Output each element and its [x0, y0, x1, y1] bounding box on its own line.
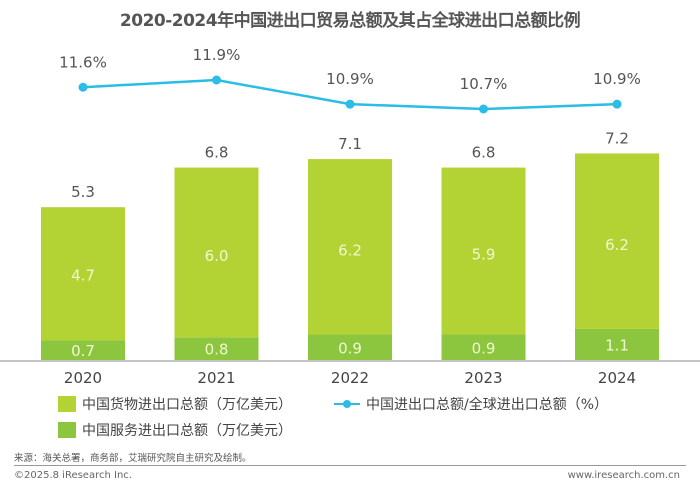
data-label-ratio: 10.9%: [326, 70, 374, 88]
data-label-goods: 5.9: [472, 245, 496, 263]
data-label-services: 0.7: [71, 342, 95, 360]
x-tick-label: 2022: [331, 369, 369, 387]
data-label-total: 5.3: [71, 183, 95, 201]
bar-goods-2024: [575, 153, 659, 329]
legend-line-marker-icon: [334, 398, 360, 410]
legend-item-goods: 中国货物进出口总额（万亿美元）: [58, 394, 292, 414]
bar-goods-2022: [308, 159, 392, 335]
ratio-point-2024: [612, 99, 622, 109]
legend-item-services: 中国服务进出口总额（万亿美元）: [58, 420, 292, 440]
x-tick-label: 2024: [598, 369, 636, 387]
footer-divider: [14, 465, 686, 466]
data-label-ratio: 10.7%: [460, 75, 508, 93]
bar-services-2020: [41, 340, 125, 360]
chart-title: 2020-2024年中国进出口贸易总额及其占全球进出口总额比例: [119, 11, 581, 31]
copyright: ©2025.8 iResearch Inc.: [14, 470, 132, 481]
ratio-point-2022: [345, 99, 355, 109]
data-label-services: 1.1: [605, 336, 629, 354]
legend-label-services: 中国服务进出口总额（万亿美元）: [82, 423, 292, 439]
bar-services-2022: [308, 334, 392, 360]
data-label-ratio: 11.6%: [59, 53, 107, 71]
data-label-total: 7.1: [338, 135, 362, 153]
x-tick-label: 2023: [464, 369, 502, 387]
legend-item-ratio: 中国进出口总额/全球进出口总额（%）: [334, 394, 608, 414]
bar-goods-2020: [41, 207, 125, 341]
data-label-total: 6.8: [205, 144, 229, 162]
data-label-services: 0.8: [205, 341, 229, 359]
data-label-services: 0.9: [472, 339, 496, 357]
x-tick-label: 2021: [197, 369, 235, 387]
bar-goods-2021: [174, 167, 259, 338]
source-note: 来源：海关总署，商务部，艾瑞研究院自主研究及绘制。: [14, 453, 252, 464]
x-tick-label: 2020: [64, 369, 102, 387]
bar-services-2021: [174, 337, 259, 360]
legend-swatch-goods: [58, 396, 76, 412]
data-label-goods: 6.2: [338, 242, 362, 260]
legend-label-ratio: 中国进出口总额/全球进出口总额（%）: [366, 397, 609, 413]
chart-plot: 0.7 4.7 5.3 0.8 6.0 6.8 0.9 6.2 7.1 0.9 5.9 6.8 1.1 6…: [0, 46, 700, 387]
website-link[interactable]: www.iresearch.com.cn: [567, 470, 680, 481]
data-label-goods: 4.7: [71, 266, 95, 284]
legend-label-goods: 中国货物进出口总额（万亿美元）: [82, 397, 292, 413]
bar-services-2023: [441, 334, 526, 360]
data-label-total: 6.8: [472, 144, 496, 162]
data-label-ratio: 11.9%: [193, 46, 241, 64]
data-label-ratio: 10.9%: [593, 70, 641, 88]
legend-swatch-services: [58, 422, 76, 438]
bar-services-2024: [575, 328, 659, 360]
data-label-goods: 6.2: [605, 236, 629, 254]
ratio-point-2021: [212, 75, 221, 85]
data-label-total: 7.2: [605, 129, 629, 147]
bar-goods-2023: [441, 167, 526, 335]
ratio-point-2023: [479, 104, 488, 114]
data-label-goods: 6.0: [205, 247, 229, 265]
data-label-services: 0.9: [338, 339, 362, 357]
ratio-point-2020: [78, 82, 88, 92]
